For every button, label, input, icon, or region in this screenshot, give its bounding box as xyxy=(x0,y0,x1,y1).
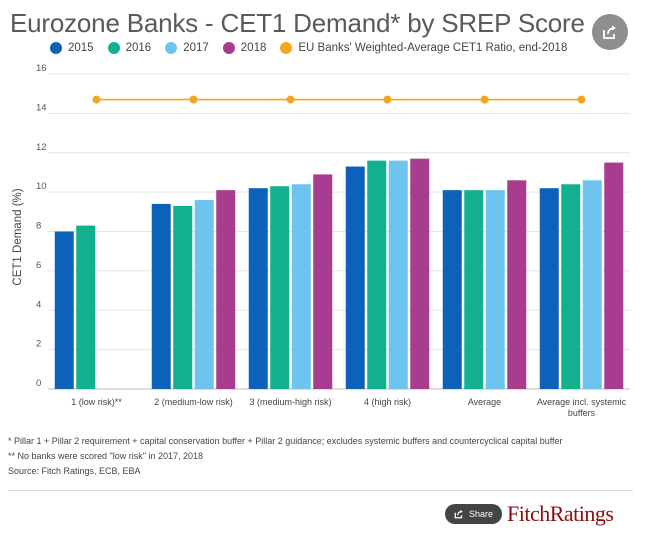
bar-2016[interactable] xyxy=(270,186,290,389)
legend-item-average[interactable]: EU Banks' Weighted-Average CET1 Ratio, e… xyxy=(280,42,567,54)
share-button-label: Share xyxy=(468,509,494,519)
bar-2017[interactable] xyxy=(291,184,311,389)
average-cet1-point[interactable] xyxy=(383,95,392,104)
bar-2018[interactable] xyxy=(507,180,527,389)
x-tick-label: Average xyxy=(468,397,501,407)
y-tick-label: 14 xyxy=(36,102,47,113)
x-tick-label: 1 (low risk)** xyxy=(71,397,122,407)
x-tick-label: 2 (medium-low risk) xyxy=(154,397,233,407)
y-tick-label: 4 xyxy=(36,299,41,310)
bars xyxy=(54,158,624,390)
bar-2016[interactable] xyxy=(464,190,484,389)
source-note: Source: Fitch Ratings, ECB, EBA xyxy=(8,466,141,476)
y-tick-label: 16 xyxy=(36,63,47,74)
bar-2017[interactable] xyxy=(388,160,408,389)
share-button[interactable]: Share xyxy=(445,504,502,524)
fitch-ratings-logo: FitchRatings xyxy=(507,501,614,526)
y-tick-label: 0 xyxy=(36,378,41,389)
legend-label-2016: 2016 xyxy=(125,42,152,54)
y-axis-label: CET1 Demand (%) xyxy=(12,188,24,285)
legend-label-2018: 2018 xyxy=(240,42,267,54)
share-circle-button[interactable] xyxy=(592,14,628,50)
legend-label-2017: 2017 xyxy=(183,42,209,54)
bar-2018[interactable] xyxy=(313,174,333,389)
divider xyxy=(8,490,633,491)
bar-2015[interactable] xyxy=(151,203,171,389)
bar-2017[interactable] xyxy=(194,200,214,389)
legend-swatch-2015 xyxy=(50,42,62,54)
x-tick-label: Average incl. systemic buffers xyxy=(537,397,627,418)
legend-swatch-2018 xyxy=(222,42,235,54)
bar-2017[interactable] xyxy=(485,190,505,389)
x-tick-label: 3 (medium-high risk) xyxy=(249,397,331,407)
y-tick-label: 8 xyxy=(36,221,41,232)
gridlines xyxy=(48,73,630,390)
average-cet1-point[interactable] xyxy=(286,95,295,104)
legend-item-2018[interactable]: 2018 xyxy=(222,42,267,54)
footnotes: * Pillar 1 + Pillar 2 requirement + capi… xyxy=(8,434,563,479)
bar-2015[interactable] xyxy=(54,231,74,390)
y-axis-ticks: 0 2 4 6 8 10 12 14 16 xyxy=(36,63,47,389)
average-line xyxy=(92,95,586,104)
bar-2017[interactable] xyxy=(582,180,602,389)
bar-2016[interactable] xyxy=(367,160,387,389)
legend-swatch-2016 xyxy=(107,42,120,54)
y-tick-label: 6 xyxy=(36,260,41,271)
share-icon xyxy=(603,25,616,39)
bar-2016[interactable] xyxy=(173,205,193,389)
bar-2016[interactable] xyxy=(76,225,96,389)
bar-2015[interactable] xyxy=(345,166,365,389)
legend-swatch-2017 xyxy=(165,42,178,54)
bar-2015[interactable] xyxy=(248,188,268,389)
x-tick-label: 4 (high risk) xyxy=(364,397,411,407)
bar-2018[interactable] xyxy=(410,158,430,389)
y-tick-label: 12 xyxy=(36,142,47,153)
legend: 2015 2016 2017 2018 EU Banks' Weighted-A… xyxy=(50,42,581,54)
legend-swatch-average xyxy=(280,42,293,54)
average-cet1-point[interactable] xyxy=(189,95,198,104)
y-tick-label: 10 xyxy=(36,181,47,192)
average-cet1-point[interactable] xyxy=(480,95,489,104)
legend-item-2017[interactable]: 2017 xyxy=(165,42,209,54)
y-tick-label: 2 xyxy=(36,339,41,350)
legend-item-2016[interactable]: 2016 xyxy=(107,42,152,54)
legend-label-2015: 2015 xyxy=(68,42,94,54)
bar-2018[interactable] xyxy=(216,190,236,389)
bar-2018[interactable] xyxy=(604,162,624,389)
bar-2016[interactable] xyxy=(561,184,581,389)
x-axis-labels: 1 (low risk)** 2 (medium-low risk) 3 (medi… xyxy=(71,397,626,418)
bar-2015[interactable] xyxy=(442,190,462,389)
footnote-1: * Pillar 1 + Pillar 2 requirement + capi… xyxy=(8,436,563,446)
chart-title: Eurozone Banks - CET1 Demand* by SREP Sc… xyxy=(10,8,585,38)
share-icon-small xyxy=(454,509,463,519)
bar-2015[interactable] xyxy=(539,188,559,389)
average-cet1-point[interactable] xyxy=(577,95,586,104)
legend-item-2015[interactable]: 2015 xyxy=(50,42,94,54)
legend-label-average: EU Banks' Weighted-Average CET1 Ratio, e… xyxy=(298,42,568,54)
chart-area: 0 2 4 6 8 10 12 14 16 CET1 Demand (%) 1 (low ris… xyxy=(12,63,630,418)
footnote-2: ** No banks were scored "low risk" in 20… xyxy=(8,451,203,461)
average-cet1-point[interactable] xyxy=(92,95,101,104)
